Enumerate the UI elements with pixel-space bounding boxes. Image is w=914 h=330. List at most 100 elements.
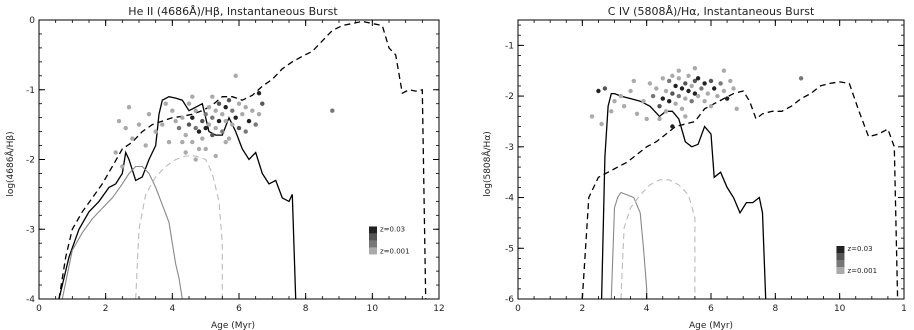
data-point <box>647 81 653 86</box>
data-point <box>183 132 188 138</box>
data-point <box>240 112 245 117</box>
panel-heii-hbeta: He II (4686Å)/Hβ, Instantaneous Burst Ag… <box>4 5 445 330</box>
data-point <box>676 76 681 81</box>
legend-swatch <box>836 259 845 267</box>
data-point <box>120 164 125 169</box>
data-point <box>692 78 698 84</box>
data-point <box>712 86 717 91</box>
model-curve-solid-1 <box>58 96 297 299</box>
data-point <box>798 76 804 81</box>
data-point <box>260 101 265 106</box>
data-point <box>173 118 178 124</box>
data-point <box>657 104 662 109</box>
y-tick-label: -4 <box>26 295 35 305</box>
plot-frame <box>517 19 905 300</box>
data-point <box>166 139 172 145</box>
data-point <box>210 132 215 138</box>
data-point <box>670 124 675 129</box>
data-point <box>256 91 262 96</box>
y-axis-label: log(5808Å/Hα) <box>481 131 493 197</box>
data-point <box>673 83 678 89</box>
data-point <box>715 93 720 99</box>
x-tick-label: 12 <box>433 304 444 314</box>
data-point <box>634 111 640 117</box>
data-point <box>136 122 142 127</box>
y-tick-label: -3 <box>26 225 35 235</box>
data-point <box>602 86 608 91</box>
data-point <box>203 125 208 131</box>
data-point <box>113 150 118 155</box>
data-point <box>163 101 168 106</box>
chart-title: C IV (5808Å)/Hα, Instantaneous Burst <box>608 5 815 18</box>
data-point <box>650 93 656 99</box>
data-point <box>246 118 252 124</box>
data-point <box>596 88 601 94</box>
data-point <box>186 122 192 127</box>
data-point <box>612 99 617 104</box>
data-point <box>210 94 215 99</box>
model-curve-dashed-3 <box>135 155 223 299</box>
data-point <box>683 81 688 86</box>
y-tick-label: 0 <box>29 16 35 26</box>
data-point <box>196 129 202 134</box>
data-point <box>236 101 242 106</box>
data-point <box>628 88 633 94</box>
data-point <box>670 73 675 79</box>
y-tick-label: -2 <box>26 156 35 166</box>
x-tick-label: 1 <box>901 304 907 314</box>
data-point <box>695 76 701 81</box>
data-point <box>236 125 242 131</box>
data-point <box>330 108 335 113</box>
data-point <box>206 105 212 110</box>
data-point <box>203 112 208 117</box>
data-point <box>686 88 691 94</box>
x-axis-label: Age (Myr) <box>689 321 733 330</box>
data-point <box>190 94 195 99</box>
data-point <box>223 105 228 110</box>
data-point <box>243 105 248 110</box>
data-point <box>143 143 148 148</box>
plot-area <box>58 20 427 299</box>
data-point <box>599 121 604 127</box>
data-point <box>223 118 228 124</box>
data-point <box>200 118 205 124</box>
y-axis-label: log(4686Å/Hβ) <box>4 131 16 196</box>
y-tick-label: -2 <box>505 92 514 102</box>
data-point <box>230 108 235 113</box>
data-point <box>250 108 255 113</box>
data-point <box>679 106 685 112</box>
x-tick-label: 10 <box>834 304 846 314</box>
data-point <box>660 96 665 101</box>
data-point <box>213 153 218 159</box>
data-point <box>190 115 195 120</box>
data-point <box>692 91 698 96</box>
data-point <box>243 129 248 134</box>
data-point <box>734 106 739 112</box>
legend-label-high: z=0.03 <box>847 245 872 253</box>
data-point <box>153 129 158 134</box>
data-point <box>695 93 701 99</box>
data-point <box>667 78 672 84</box>
data-point <box>180 115 185 120</box>
model-curve-solid-2 <box>61 165 183 299</box>
data-point <box>200 136 205 141</box>
legend: z=0.03 z=0.001 <box>836 245 877 275</box>
model-curve-dashed-0 <box>58 20 427 299</box>
data-point <box>631 78 636 84</box>
data-point <box>708 104 714 109</box>
data-point <box>220 129 225 134</box>
data-point <box>220 112 225 117</box>
data-point <box>203 146 208 152</box>
model-curve-dashed-0 <box>581 81 899 299</box>
data-point <box>686 73 691 79</box>
data-point <box>618 93 624 99</box>
data-point <box>676 93 681 99</box>
data-point <box>667 99 672 104</box>
data-point <box>689 83 694 89</box>
data-point <box>683 96 688 101</box>
data-point <box>233 115 238 120</box>
data-point <box>654 86 659 91</box>
y-tick-label: -3 <box>505 143 514 153</box>
y-tick-label: -1 <box>26 86 35 96</box>
data-point <box>702 81 707 86</box>
